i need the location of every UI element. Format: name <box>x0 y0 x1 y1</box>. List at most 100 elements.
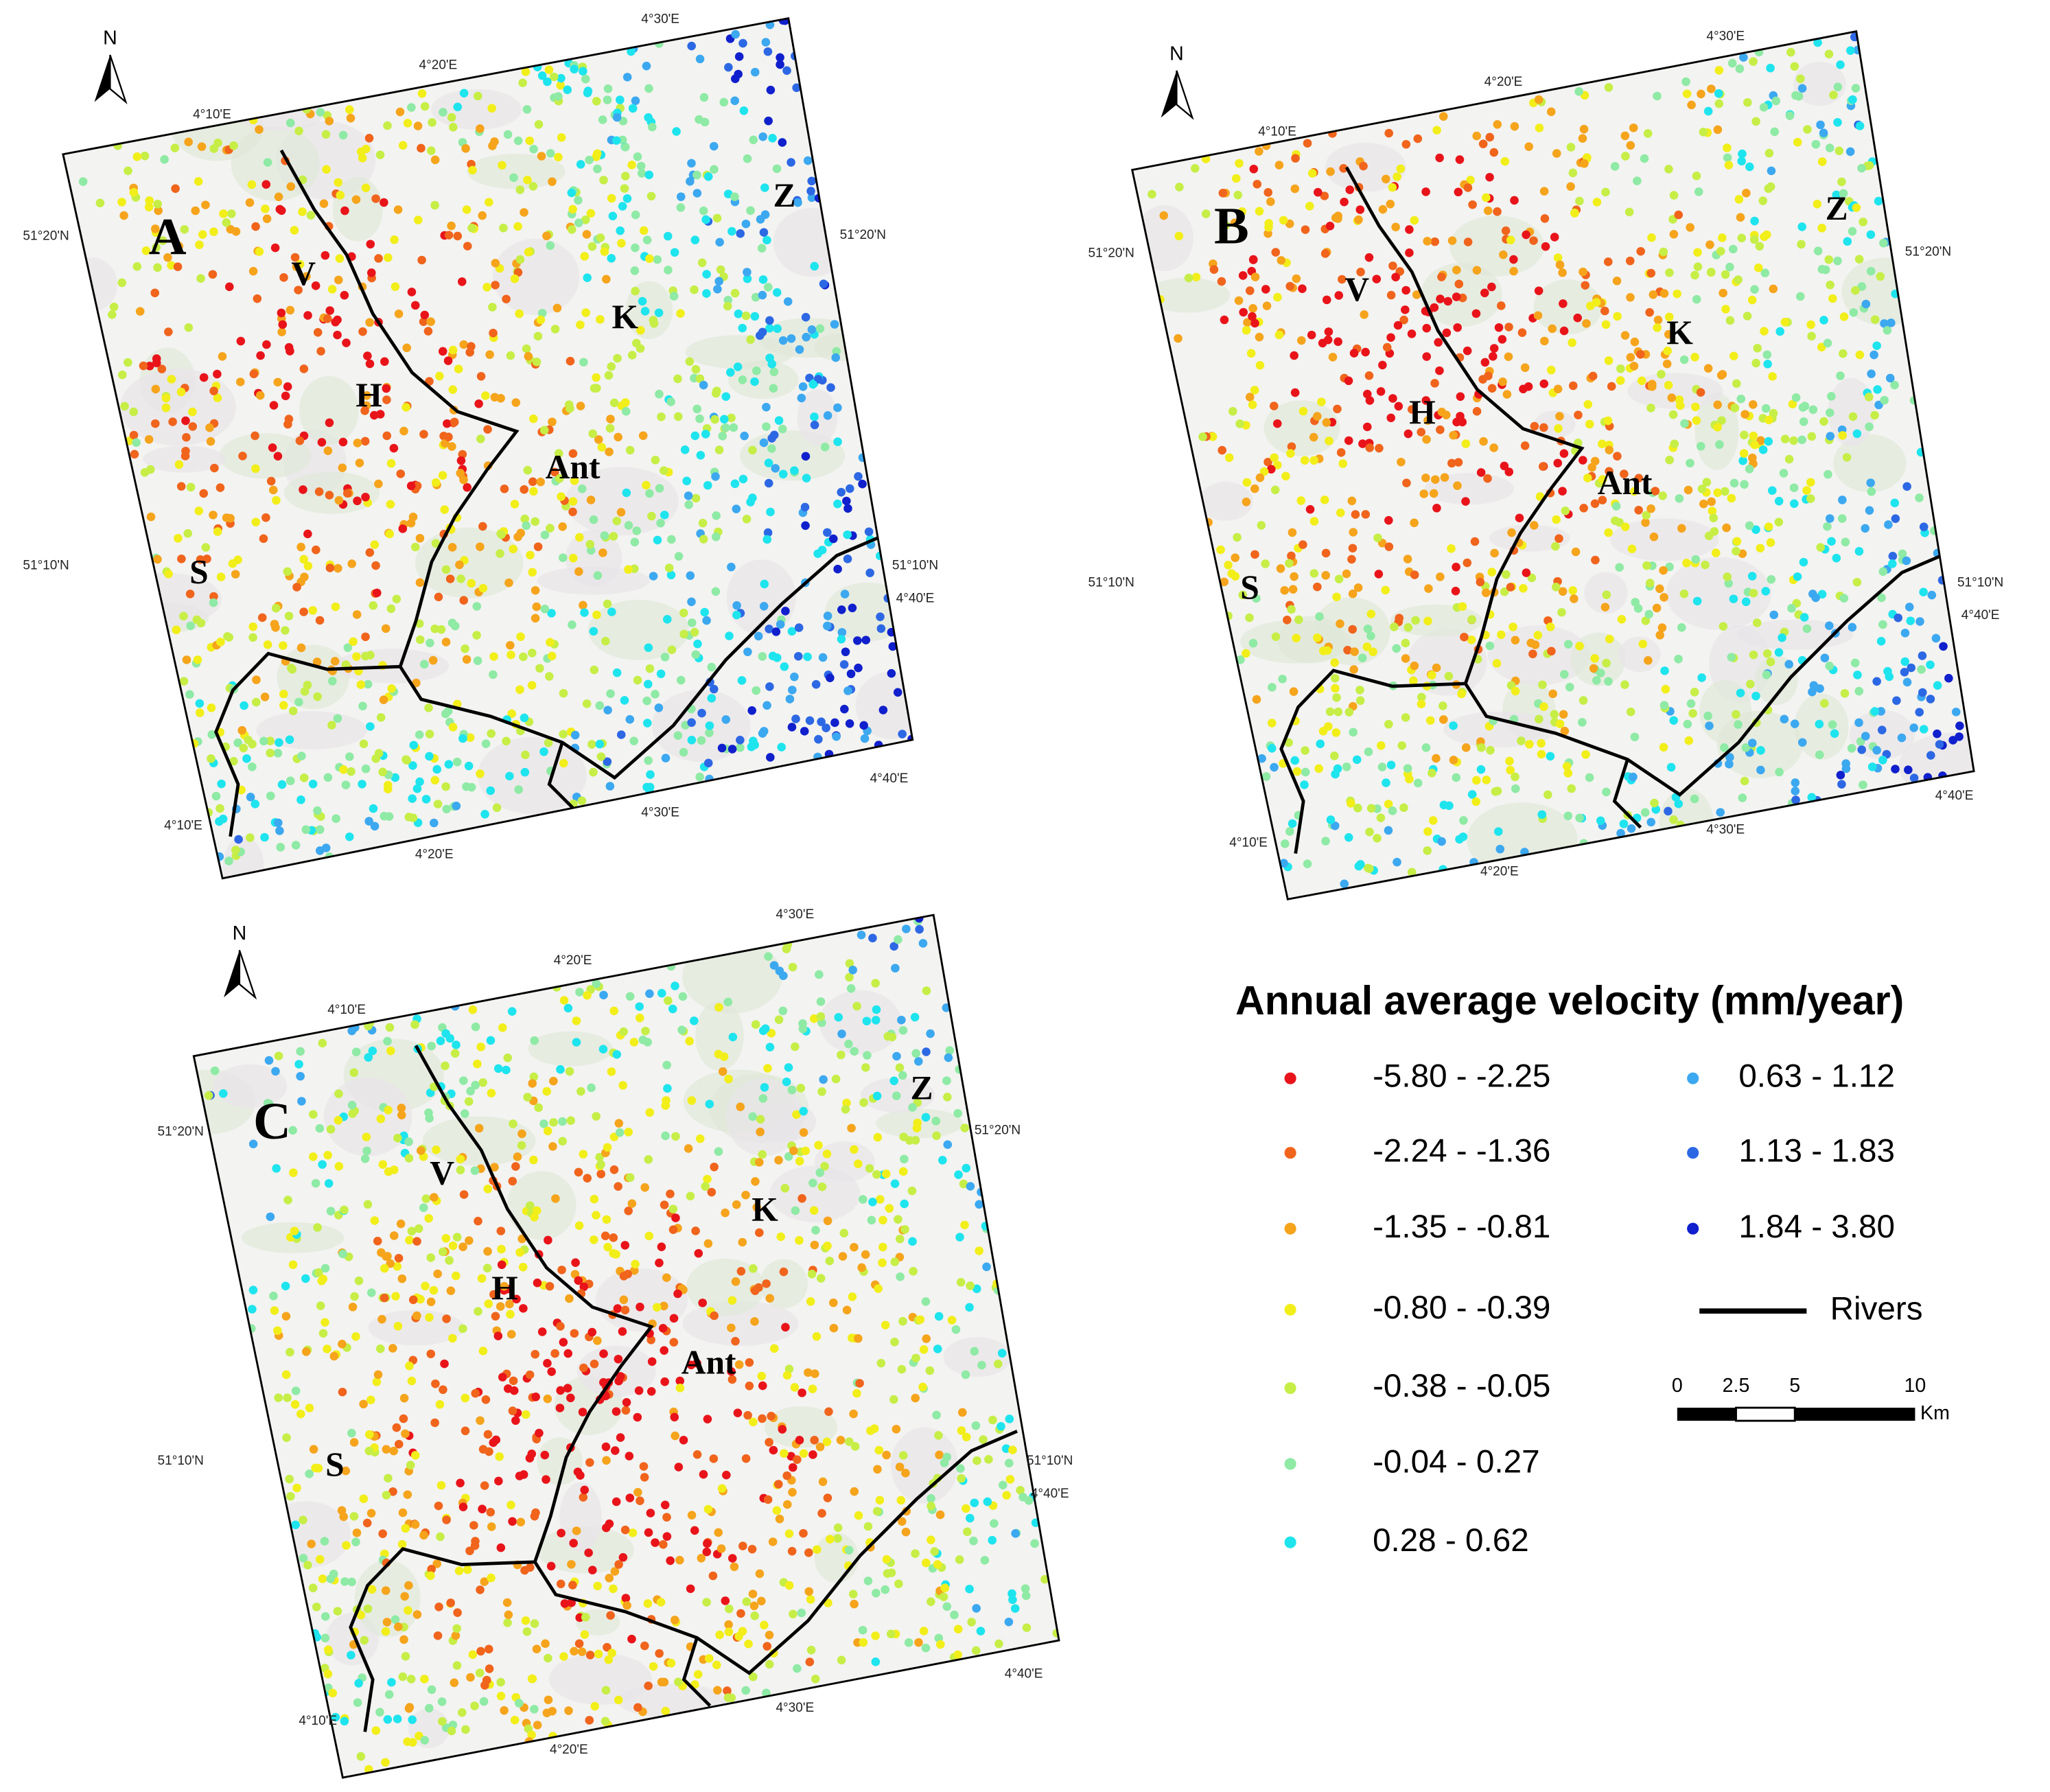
ps-point <box>1405 774 1414 784</box>
coordinate-label: 4°30'E <box>776 1701 814 1715</box>
ps-point <box>758 1414 767 1423</box>
ps-point <box>837 1050 846 1060</box>
ps-point <box>1857 282 1867 291</box>
ps-point <box>180 224 189 234</box>
ps-point <box>594 435 603 444</box>
ps-point <box>406 1461 415 1469</box>
ps-point <box>453 1608 462 1617</box>
ps-point <box>1558 587 1568 596</box>
ps-point <box>1281 472 1290 481</box>
ps-point <box>482 283 491 292</box>
ps-point <box>904 1638 913 1647</box>
ps-point <box>323 1645 333 1655</box>
ps-point <box>439 1385 447 1395</box>
ps-point <box>765 1043 775 1051</box>
ps-point <box>419 1203 428 1212</box>
ps-point <box>601 636 610 646</box>
ps-point <box>1323 335 1333 345</box>
ps-point <box>363 1604 373 1614</box>
ps-point <box>539 426 549 435</box>
ps-point <box>714 1528 723 1537</box>
ps-point <box>378 767 387 777</box>
ps-point <box>1582 319 1591 328</box>
ps-point <box>1499 250 1508 259</box>
ps-point <box>1308 169 1317 178</box>
ps-point <box>807 1269 817 1279</box>
ps-point <box>620 184 629 193</box>
ps-point <box>1725 760 1734 769</box>
ps-point <box>1764 522 1773 531</box>
ps-point <box>666 397 675 406</box>
ps-point <box>1580 159 1589 168</box>
ps-point <box>1604 677 1613 686</box>
ps-point <box>78 177 88 186</box>
ps-point <box>975 1246 983 1255</box>
ps-point <box>718 1067 727 1076</box>
ps-point <box>1738 793 1747 802</box>
ps-point <box>1255 147 1263 156</box>
ps-point <box>1313 412 1322 421</box>
ps-point <box>315 825 325 835</box>
ps-point <box>1876 707 1886 716</box>
ps-point <box>277 780 287 789</box>
ps-point <box>850 1599 859 1609</box>
ps-point <box>1845 147 1855 156</box>
ps-point <box>730 1562 739 1572</box>
ps-point <box>356 680 366 689</box>
ps-point <box>686 1584 695 1594</box>
ps-point <box>338 1387 347 1397</box>
panel-letter: C <box>253 1093 291 1150</box>
ps-point <box>506 1329 516 1339</box>
ps-point <box>205 423 214 432</box>
ps-point <box>523 175 532 185</box>
ps-point <box>1915 708 1924 717</box>
ps-point <box>1716 808 1725 817</box>
ps-point <box>474 91 482 101</box>
ps-point <box>606 415 615 423</box>
ps-point <box>343 643 353 652</box>
ps-point <box>603 599 612 609</box>
ps-point <box>383 121 392 130</box>
land-patch <box>467 154 566 189</box>
ps-point <box>371 1726 381 1735</box>
ps-point <box>1520 363 1530 373</box>
ps-point <box>714 1049 723 1059</box>
ps-point <box>358 701 367 711</box>
ps-point <box>430 624 439 633</box>
ps-point <box>1248 638 1258 648</box>
ps-point <box>1386 290 1396 300</box>
ps-point <box>1884 520 1893 529</box>
ps-point <box>490 1163 499 1172</box>
ps-point <box>671 1132 680 1141</box>
ps-point <box>587 740 596 749</box>
ps-point <box>506 640 515 650</box>
legend-label: -5.80 - -2.25 <box>1373 1058 1550 1095</box>
ps-point <box>1440 473 1449 482</box>
ps-point <box>1578 718 1587 727</box>
ps-point <box>1384 128 1393 138</box>
ps-point <box>1626 707 1635 717</box>
ps-point <box>1174 231 1184 241</box>
ps-point <box>1692 172 1701 181</box>
ps-point <box>1324 722 1333 731</box>
ps-point <box>242 754 251 763</box>
ps-point <box>983 1497 992 1506</box>
legend-label: -1.35 - -0.81 <box>1373 1209 1550 1245</box>
ps-point <box>1333 764 1342 773</box>
ps-point <box>325 418 334 428</box>
ps-point <box>808 1384 817 1393</box>
ps-point <box>1745 465 1754 474</box>
ps-point <box>1538 680 1547 690</box>
ps-point <box>957 1426 966 1435</box>
ps-point <box>668 1225 678 1234</box>
ps-point <box>656 1598 666 1607</box>
ps-point <box>603 706 612 714</box>
ps-point <box>490 137 499 146</box>
ps-point <box>1423 827 1432 836</box>
ps-point <box>132 438 141 447</box>
ps-point <box>303 561 313 570</box>
ps-point <box>401 1524 410 1533</box>
ps-point <box>654 308 664 318</box>
ps-point <box>1539 379 1549 388</box>
ps-point <box>1300 456 1309 465</box>
